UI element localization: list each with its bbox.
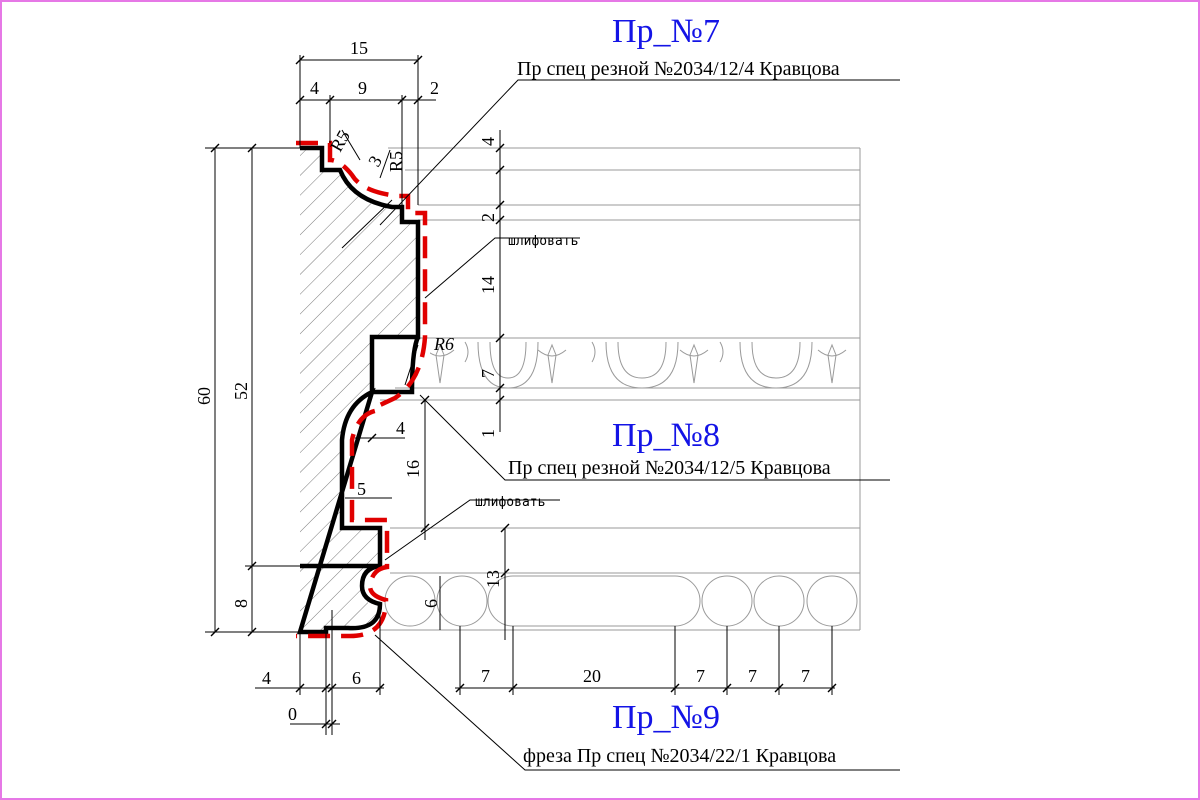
dimension-lines xyxy=(205,55,837,735)
dim-top-a: 4 xyxy=(310,78,319,98)
elevation-view xyxy=(380,147,861,631)
dim-r5-b: R5 xyxy=(386,151,406,172)
dim-bead-7c: 7 xyxy=(748,666,757,686)
dim-bead-7d: 7 xyxy=(801,666,810,686)
dim-top-total: 15 xyxy=(350,38,368,58)
dim-left-52: 52 xyxy=(231,382,251,400)
dim-bead-7b: 7 xyxy=(696,666,705,686)
sand-note-upper: шлифовать xyxy=(508,234,578,249)
bead-band xyxy=(384,575,858,627)
dim-bead-20: 20 xyxy=(583,666,601,686)
dim-bottom-4: 4 xyxy=(262,668,271,688)
dim-bottom-0: 0 xyxy=(288,704,297,724)
dim-top-c: 2 xyxy=(430,78,439,98)
pr8-subtitle: Пр спец резной №2034/12/5 Кравцова xyxy=(508,457,831,479)
pr8-title: Пр_№8 xyxy=(612,417,720,454)
profile-outline xyxy=(296,145,421,635)
dim-right-14: 14 xyxy=(478,276,498,294)
pr9-title: Пр_№9 xyxy=(612,699,720,736)
leader-lines xyxy=(374,79,900,771)
dim-bottom-6: 6 xyxy=(352,668,361,688)
dim-right-4: 4 xyxy=(478,137,498,146)
dim-r6: R6 xyxy=(433,334,454,354)
pr7-subtitle: Пр спец резной №2034/12/4 Кравцова xyxy=(517,58,840,80)
profile-hatch xyxy=(300,148,418,632)
dim-13: 13 xyxy=(483,570,503,588)
cut-line xyxy=(296,140,428,639)
dim-16: 16 xyxy=(403,460,423,478)
dim-bead-7a: 7 xyxy=(481,666,490,686)
dim-right-7: 7 xyxy=(478,369,498,378)
pr9-subtitle: фреза Пр спец №2034/22/1 Кравцова xyxy=(523,745,836,767)
dim-left-8: 8 xyxy=(231,599,251,608)
dim-5: 5 xyxy=(357,479,366,499)
dim-right-1: 1 xyxy=(478,429,498,438)
sand-note-lower: шлифовать xyxy=(475,495,545,510)
pr7-title: Пр_№7 xyxy=(612,13,720,50)
dim-4-mid: 4 xyxy=(396,418,405,438)
dim-6-small: 6 xyxy=(421,599,441,608)
dim-left-60: 60 xyxy=(194,387,214,405)
profile-section xyxy=(296,140,428,639)
carved-band xyxy=(430,341,847,389)
dim-right-2: 2 xyxy=(478,213,498,222)
dim-3: 3 xyxy=(364,152,386,170)
dim-top-b: 9 xyxy=(358,78,367,98)
